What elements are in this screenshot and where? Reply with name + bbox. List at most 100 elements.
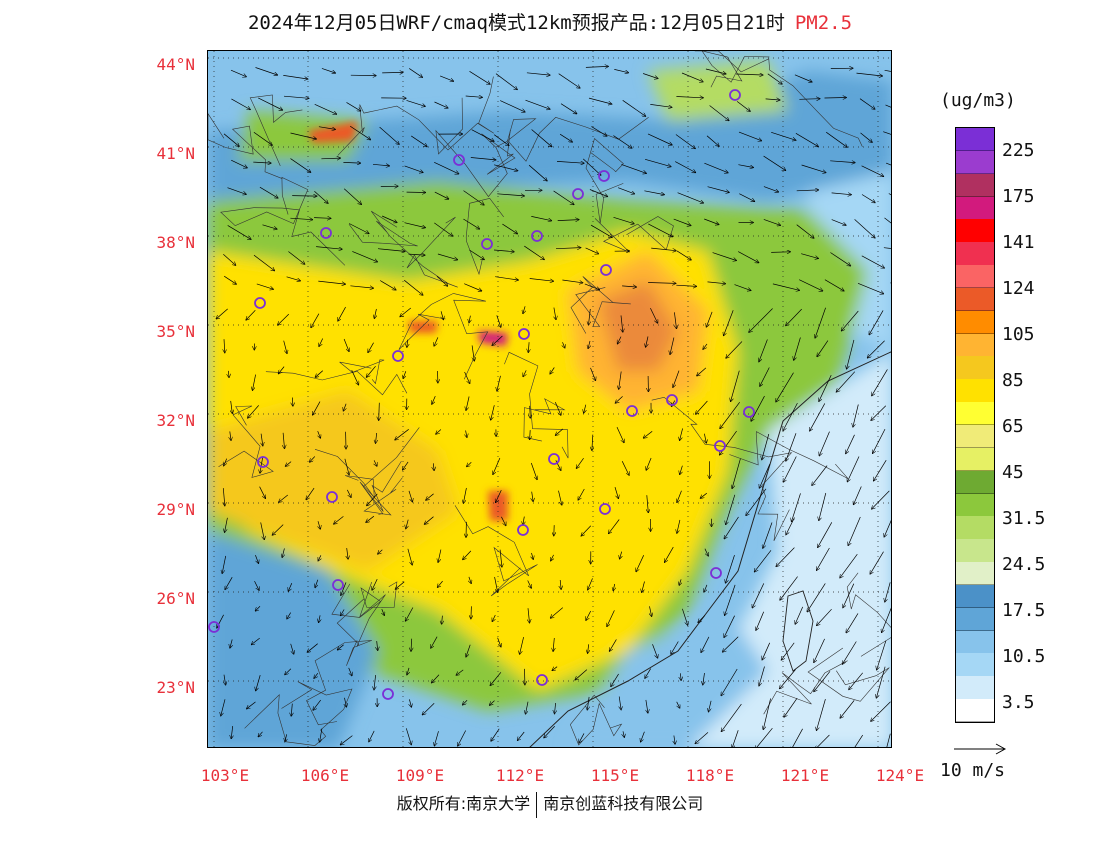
wind-arrow: [518, 731, 525, 740]
wind-arrow: [469, 71, 490, 84]
wind-arrow: [313, 401, 321, 415]
wind-arrow: [673, 218, 691, 225]
wind-arrow: [406, 519, 408, 529]
wind-arrow: [379, 402, 380, 421]
wind-arrow: [349, 223, 369, 234]
legend-tick: 105: [1002, 324, 1035, 345]
wind-arrow: [318, 430, 321, 438]
wind-arrow: [434, 191, 449, 199]
wind-arrow: [872, 369, 888, 395]
chart-title: 2024年12月05日WRF/cmaq模式12km预报产品:12月05日21时 P…: [0, 8, 1100, 35]
wind-arrow: [749, 308, 773, 333]
city-stations: [208, 89, 755, 700]
wind-arrow: [311, 313, 320, 328]
wind-arrow: [786, 308, 802, 326]
wind-arrow: [253, 254, 274, 270]
wind-arrow: [576, 457, 584, 468]
wind-arrow: [781, 642, 795, 660]
wind-arrow: [614, 69, 628, 72]
wind-arrow: [872, 490, 890, 509]
wind-arrow: [675, 161, 695, 173]
wind-arrow: [579, 733, 585, 742]
wind-arrow: [673, 370, 680, 388]
legend-swatch: [956, 128, 994, 152]
wind-arrow: [871, 701, 891, 721]
wind-arrow: [497, 637, 501, 647]
wind-arrow: [434, 101, 448, 108]
wind-arrow: [366, 515, 375, 522]
wind-arrow: [849, 672, 863, 690]
wind-arrow: [763, 155, 786, 170]
boundary-line: [585, 137, 624, 224]
legend-swatch: [956, 676, 994, 700]
wind-arrow: [321, 158, 340, 159]
wind-arrow: [491, 405, 495, 420]
wind-arrow: [589, 189, 608, 197]
wind-arrow: [786, 433, 797, 461]
wind-arrow: [438, 580, 443, 587]
wind-arrow: [590, 367, 596, 381]
wind-arrow: [592, 434, 593, 451]
concentration-field: [208, 61, 891, 747]
wind-arrow: [464, 371, 470, 383]
wind-arrow: [378, 549, 383, 554]
wind-arrow: [231, 159, 247, 168]
wind-arrow: [221, 699, 226, 715]
boundary-line: [362, 427, 420, 512]
wind-arrow: [520, 637, 524, 654]
wind-arrow: [780, 669, 796, 689]
wind-arrow: [471, 606, 472, 618]
wind-arrow: [368, 342, 374, 353]
wind-arrow: [369, 730, 375, 742]
boundary-line: [306, 640, 372, 726]
wind-arrow: [408, 490, 412, 502]
wind-arrow: [231, 400, 233, 413]
boundary-line: [729, 431, 849, 479]
wind-arrow: [734, 284, 751, 291]
wind-arrow: [224, 458, 228, 466]
lon-label-115: 115°E: [590, 766, 640, 785]
wind-arrow: [765, 99, 780, 100]
wind-arrow: [409, 699, 411, 707]
wind-arrow: [815, 307, 826, 338]
wind-arrow: [615, 396, 623, 403]
wind-arrow: [255, 605, 261, 611]
legend-swatch: [956, 310, 994, 335]
wind-arrow: [367, 493, 378, 506]
wind-arrow: [617, 187, 634, 194]
wind-arrow: [496, 489, 502, 502]
legend-tick: 10.5: [1002, 646, 1046, 667]
wind-arrow: [343, 188, 361, 205]
wind-arrow: [248, 405, 259, 418]
wind-arrow: [621, 461, 629, 475]
wind-arrow: [315, 579, 318, 588]
wind-arrow: [648, 223, 672, 237]
wind-arrow: [343, 338, 349, 351]
wind-arrow: [432, 674, 440, 683]
wind-arrow: [648, 283, 676, 284]
wind-arrow: [223, 133, 239, 147]
wind-arrow: [292, 196, 316, 197]
wind-arrow: [854, 486, 862, 505]
lat-label-29: 29°N: [156, 500, 195, 519]
wind-arrow: [557, 220, 579, 221]
wind-arrow: [677, 192, 704, 203]
wind-arrow: [830, 252, 850, 266]
wind-arrow: [783, 456, 797, 483]
coastline: [529, 351, 891, 747]
wind-arrow: [721, 703, 742, 731]
wind-arrow: [230, 69, 246, 77]
wind-arrow: [578, 488, 585, 500]
wind-arrow: [613, 583, 615, 591]
wind-arrow: [675, 134, 695, 149]
wind-arrow: [585, 247, 599, 254]
wind-arrow: [762, 433, 770, 460]
wind-arrow: [463, 218, 479, 229]
wind-arrow: [641, 731, 645, 742]
wind-arrow: [796, 190, 819, 191]
wind-arrow: [613, 216, 635, 223]
wind-arrow: [441, 311, 443, 319]
wind-arrow: [647, 495, 649, 512]
legend-swatch: [956, 470, 994, 495]
lon-label-112: 112°E: [495, 766, 545, 785]
